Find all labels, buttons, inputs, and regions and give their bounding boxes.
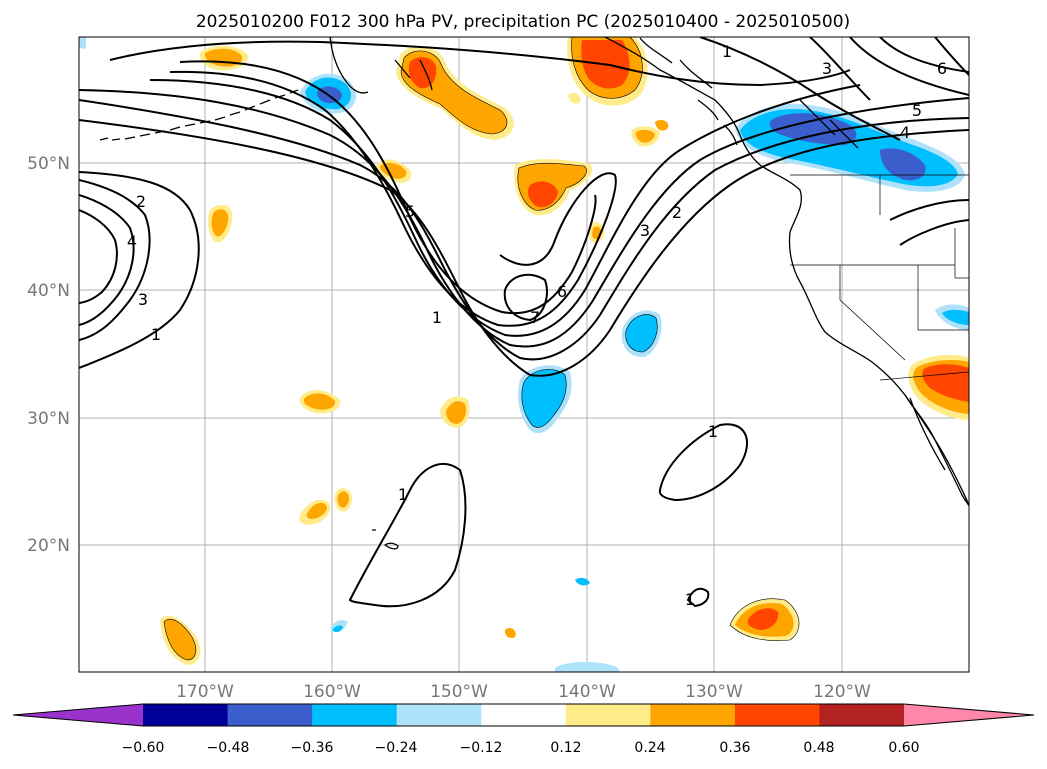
- lon-label: 130°W: [685, 682, 743, 702]
- pv-contour-ridge-east: [699, 37, 969, 141]
- pv-contour-5-trough: [169, 70, 617, 327]
- colorbar-swatch: [819, 704, 905, 726]
- lon-axis-labels: 170°W 160°W 150°W 140°W 130°W 120°W: [176, 682, 871, 702]
- contour-label: 4: [127, 232, 137, 251]
- contour-label: 3: [138, 290, 148, 309]
- colorbar-tick-labels: −0.60 −0.48 −0.36 −0.24 −0.12 0.12 0.24 …: [122, 740, 920, 756]
- pv-contours: [79, 37, 969, 608]
- pv-contour-1-upper: [109, 40, 851, 87]
- colorbar-tick-label: −0.60: [122, 740, 165, 756]
- colorbar-swatch: [312, 704, 398, 726]
- colorbar-swatch: [650, 704, 736, 726]
- lon-label: 170°W: [176, 682, 234, 702]
- colorbar-extend-min: [13, 704, 143, 726]
- pv-contour-2-trough: [79, 99, 969, 361]
- contour-label: 1: [398, 485, 408, 504]
- pv-contour-1-trough: [79, 119, 969, 377]
- colorbar-tick-label: −0.36: [291, 740, 334, 756]
- contour-label: 3: [822, 59, 832, 78]
- pv-contour-sw-loop: [79, 179, 151, 341]
- coast-baja: [904, 394, 969, 507]
- coast-hawaii: [372, 529, 399, 550]
- map-border: [78, 36, 970, 673]
- pv-contour-4-trough: [149, 79, 861, 337]
- lat-label: 50°N: [27, 154, 70, 174]
- contour-label: 5: [912, 101, 922, 120]
- colorbar-tick-label: −0.48: [207, 740, 250, 756]
- figure-title: 2025010200 F012 300 hPa PV, precipitatio…: [196, 12, 850, 32]
- coastlines: [99, 37, 969, 550]
- colorbar-swatch: [227, 704, 313, 726]
- contour-label: 1: [432, 308, 442, 327]
- colorbar-tick-label: 0.60: [888, 740, 919, 756]
- contour-label: 6: [937, 59, 947, 78]
- colorbar: [12, 703, 1035, 727]
- lat-label: 20°N: [27, 536, 70, 556]
- state-borders: [790, 174, 969, 381]
- contour-label: 1: [722, 42, 732, 61]
- colorbar-tick-label: 0.24: [634, 740, 665, 756]
- lon-label: 150°W: [430, 682, 488, 702]
- coast-alaska: [329, 37, 433, 94]
- lat-label: 30°N: [27, 409, 70, 429]
- colorbar-swatch: [565, 704, 651, 726]
- colorbar-outline: [12, 703, 1035, 727]
- contour-label: 4: [900, 123, 910, 142]
- colorbar-tick-label: 0.48: [803, 740, 834, 756]
- colorbar-tick-label: 0.36: [719, 740, 750, 756]
- pv-contour-3-trough: [79, 89, 969, 348]
- contour-label: 2: [672, 203, 682, 222]
- contour-label: 5: [405, 202, 415, 221]
- contour-label: 1: [151, 325, 161, 344]
- pv-contour-1-subtropical: [348, 463, 467, 608]
- contour-label: 3: [640, 221, 650, 240]
- colorbar-swatch: [734, 704, 820, 726]
- colorbar-tick-label: −0.12: [460, 740, 503, 756]
- contour-label: 1: [708, 422, 718, 441]
- lat-axis-labels: 50°N 40°N 30°N 20°N: [27, 154, 70, 556]
- precip-outlines: [163, 37, 800, 661]
- lon-label: 140°W: [558, 682, 616, 702]
- contour-label-group: 1 3 6 5 4 2 4 3 1 5 3 2 6 7 1 1 1 1: [127, 42, 947, 609]
- lon-label: 120°W: [813, 682, 871, 702]
- colorbar-tick-label: −0.24: [375, 740, 418, 756]
- colorbar-extend-max: [904, 704, 1034, 726]
- contour-label: 7: [530, 308, 540, 327]
- colorbar-swatch: [396, 704, 482, 726]
- contour-label: 2: [136, 192, 146, 211]
- colorbar-swatch: [143, 704, 229, 726]
- lon-label: 160°W: [303, 682, 361, 702]
- pv-contour-6-trough: [179, 60, 597, 315]
- contour-label: 1: [685, 590, 695, 609]
- precip-positive-shading: [160, 37, 969, 665]
- pv-contour-1-east: [658, 423, 749, 502]
- lat-label: 40°N: [27, 281, 70, 301]
- pv-contour-7-closed: [503, 273, 548, 322]
- colorbar-swatch: [481, 704, 567, 726]
- colorbar-tick-label: 0.12: [550, 740, 581, 756]
- contour-label: 6: [557, 282, 567, 301]
